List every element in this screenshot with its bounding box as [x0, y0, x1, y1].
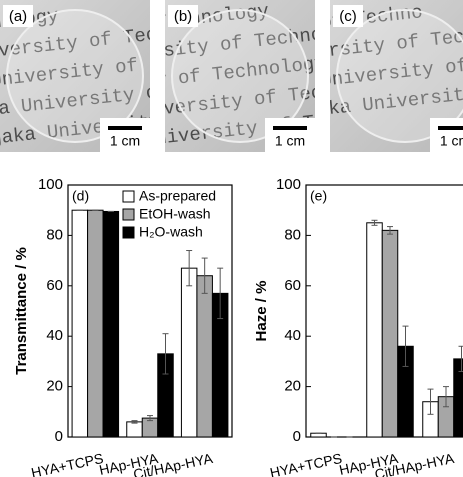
bar [181, 268, 197, 437]
x-tick-label: HYA+TCPS [30, 450, 105, 477]
figure: nologyversity of TechUniversity ofa Univ… [0, 0, 463, 477]
legend-swatch [123, 209, 134, 220]
bar [127, 422, 143, 437]
bar [382, 230, 398, 437]
scale-label: 1 cm [275, 133, 305, 149]
scale-label: 1 cm [110, 133, 140, 149]
x-tick-label: HYA+TCPS [268, 450, 343, 477]
bar [197, 276, 213, 437]
bar [103, 211, 119, 437]
scale-label: 1 cm [440, 133, 463, 149]
panel-label: (e) [310, 188, 327, 204]
bar [367, 223, 383, 437]
panel-label: (a) [9, 8, 27, 25]
y-axis-label: Haze / % [253, 281, 270, 342]
y-tick-label: 60 [284, 277, 301, 294]
y-tick-label: 100 [38, 176, 63, 193]
legend-swatch [123, 191, 134, 202]
y-tick-label: 0 [55, 428, 63, 445]
panel-label: (c) [339, 8, 357, 25]
legend-swatch [123, 227, 134, 238]
y-tick-label: 20 [46, 378, 63, 395]
y-tick-label: 40 [46, 327, 63, 344]
y-tick-label: 40 [284, 327, 301, 344]
bar [72, 210, 88, 437]
panel-label: (d) [72, 188, 89, 204]
y-tick-label: 60 [46, 277, 63, 294]
bar [88, 210, 104, 437]
legend-label: As-prepared [139, 188, 216, 204]
y-axis-label: Transmittance / % [13, 247, 30, 375]
panel-label: (b) [174, 8, 192, 25]
legend-label: H₂O-wash [139, 224, 203, 240]
legend-label: EtOH-wash [139, 206, 211, 222]
y-tick-label: 80 [284, 226, 301, 243]
y-tick-label: 100 [276, 176, 301, 193]
y-tick-label: 0 [293, 428, 301, 445]
photo: nologyversity of TechUniversity ofa Univ… [0, 0, 170, 152]
y-tick-label: 80 [46, 226, 63, 243]
y-tick-label: 20 [284, 378, 301, 395]
bar [311, 433, 327, 437]
